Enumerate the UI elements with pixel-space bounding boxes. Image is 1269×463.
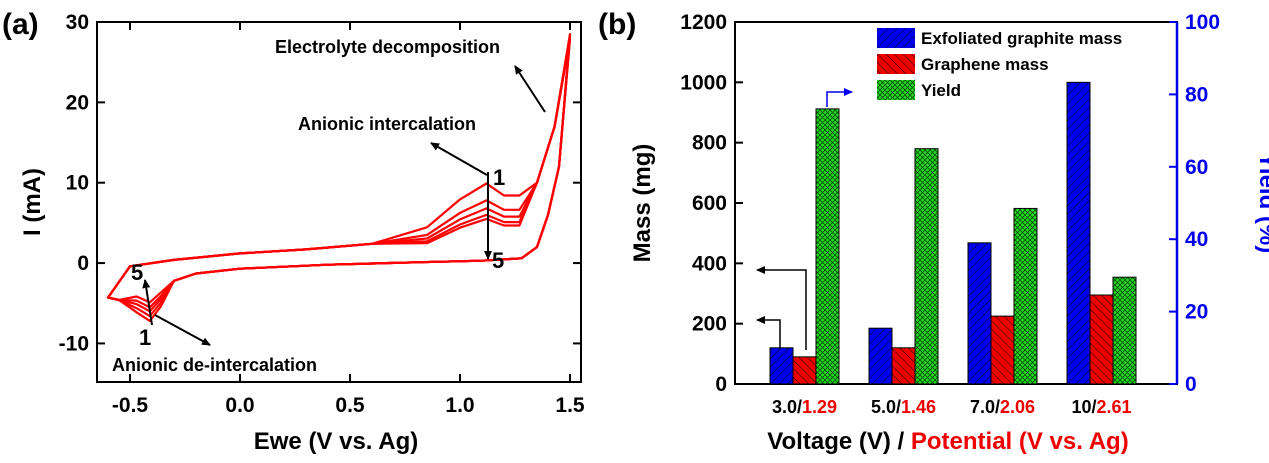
right-tick-label: 40 (1185, 228, 1208, 251)
legend-swatch-yield (877, 80, 915, 100)
arrow-intercalation (430, 142, 488, 176)
label-cycle-last-top: 5 (492, 248, 504, 273)
bar-yield (1013, 207, 1038, 385)
panel-b-ylabel-left: Mass (mg) (629, 144, 656, 263)
category-labels: 3.0/1.29 5.0/1.46 7.0/2.06 10/2.61 (772, 397, 1132, 417)
y-tick-label: 30 (66, 11, 89, 34)
arrow-electrolyte (514, 65, 546, 113)
category-label: 10/2.61 (1071, 397, 1131, 417)
annotation-intercalation: Anionic intercalation (298, 114, 476, 134)
arrow-yield-right-axis (826, 88, 853, 107)
legend-swatch-graphene (877, 54, 915, 74)
category-voltage: 10/ (1071, 397, 1096, 417)
bar-exfoliated-graphite-mass (868, 327, 893, 385)
annotation-electrolyte: Electrolyte decomposition (275, 37, 500, 57)
panel-a-frame (96, 21, 582, 383)
xlabel-potential: Potential (V vs. Ag) (911, 428, 1129, 455)
panel-b-ylabel-right: Yield (%) (1254, 153, 1269, 253)
category-label: 7.0/2.06 (970, 397, 1035, 417)
category-label: 5.0/1.46 (871, 397, 936, 417)
cv-curves (106, 33, 572, 322)
bar-yield (914, 148, 939, 385)
bar-yield (815, 108, 840, 385)
left-tick-label: 1200 (680, 11, 727, 34)
left-tick-label: 1000 (680, 71, 727, 94)
bar-graphene-mass (990, 315, 1015, 385)
x-tick-label: 0.5 (335, 394, 365, 417)
category-voltage: 3.0/ (772, 397, 802, 417)
category-voltage: 5.0/ (871, 397, 901, 417)
x-tick-label: 1.5 (555, 394, 585, 417)
right-tick-label: 20 (1185, 301, 1208, 324)
x-tick-label: 1.0 (445, 394, 474, 417)
category-potential: 2.61 (1096, 397, 1131, 417)
category-label: 3.0/1.29 (772, 397, 837, 417)
label-cycle-last-bottom: 5 (131, 260, 143, 285)
legend-label-exfoliated: Exfoliated graphite mass (921, 29, 1122, 48)
category-potential: 1.29 (802, 397, 837, 417)
bar-exfoliated-graphite-mass (967, 242, 992, 385)
category-potential: 1.46 (901, 397, 936, 417)
panel-a-xlabel: Ewe (V vs. Ag) (254, 428, 418, 455)
category-voltage: 7.0/ (970, 397, 1000, 417)
legend-label-yield: Yield (921, 81, 961, 100)
label-cycle-first-bottom: 1 (139, 325, 151, 350)
legend-swatch-exfoliated (877, 28, 915, 48)
right-tick-label: 100 (1185, 11, 1220, 34)
panel-a-ylabel: I (mA) (19, 168, 46, 236)
left-tick-label: 800 (692, 132, 727, 155)
panel-b-label: (b) (598, 8, 636, 41)
panel-b-left-ticks: 0 200 400 600 800 1000 1200 (680, 11, 743, 396)
legend-label-graphene: Graphene mass (921, 55, 1049, 74)
xlabel-voltage: Voltage (V) / (767, 428, 911, 455)
arrow-deintercalation (154, 314, 211, 346)
legend: Exfoliated graphite mass Graphene mass Y… (877, 28, 1122, 100)
panel-a-x-ticks: -0.5 0.0 0.5 1.0 1.5 (112, 22, 585, 417)
annotation-deintercalation: Anionic de-intercalation (112, 355, 317, 375)
label-cycle-first-top: 1 (493, 165, 505, 190)
bar-graphene-mass (891, 347, 916, 385)
right-tick-label: 0 (1185, 373, 1197, 396)
y-tick-label: -10 (59, 332, 89, 355)
left-tick-label: 400 (692, 252, 727, 275)
left-tick-label: 200 (692, 313, 727, 336)
arrow-cycles-bottom (142, 279, 153, 326)
y-tick-label: 20 (66, 91, 89, 114)
x-tick-label: 0.0 (225, 394, 254, 417)
x-tick-label: -0.5 (112, 394, 149, 417)
panel-b-right-ticks: 0 20 40 60 80 100 (1169, 11, 1220, 396)
panel-b: (b) 0 200 400 600 800 1000 1200 0 20 40 60 80 100 3… (598, 8, 1269, 455)
cv-cycle-5 (106, 37, 572, 304)
panel-a-y-ticks: -10 0 10 20 30 (59, 11, 581, 355)
panel-a-label: (a) (2, 8, 39, 41)
bar-exfoliated-graphite-mass (1066, 81, 1091, 385)
bar-exfoliated-graphite-mass (769, 347, 794, 385)
bar-graphene-mass (1089, 294, 1114, 385)
arrow-exfoliated-left-axis (756, 316, 781, 348)
left-tick-label: 600 (692, 192, 727, 215)
category-potential: 2.06 (1000, 397, 1035, 417)
bars (769, 81, 1137, 385)
y-tick-label: 0 (77, 252, 89, 275)
panel-b-xlabel: Voltage (V) / Potential (V vs. Ag) (767, 428, 1128, 455)
left-tick-label: 0 (715, 373, 727, 396)
y-tick-label: 10 (66, 172, 89, 195)
panel-a: (a) -0.5 0.0 0.5 1.0 1.5 -10 0 10 20 30 Ewe (V v… (2, 8, 585, 455)
right-tick-label: 80 (1185, 83, 1208, 106)
right-tick-label: 60 (1185, 156, 1208, 179)
bar-graphene-mass (792, 356, 817, 385)
bar-yield (1112, 276, 1137, 385)
arrow-graphene-left-axis (756, 266, 807, 350)
